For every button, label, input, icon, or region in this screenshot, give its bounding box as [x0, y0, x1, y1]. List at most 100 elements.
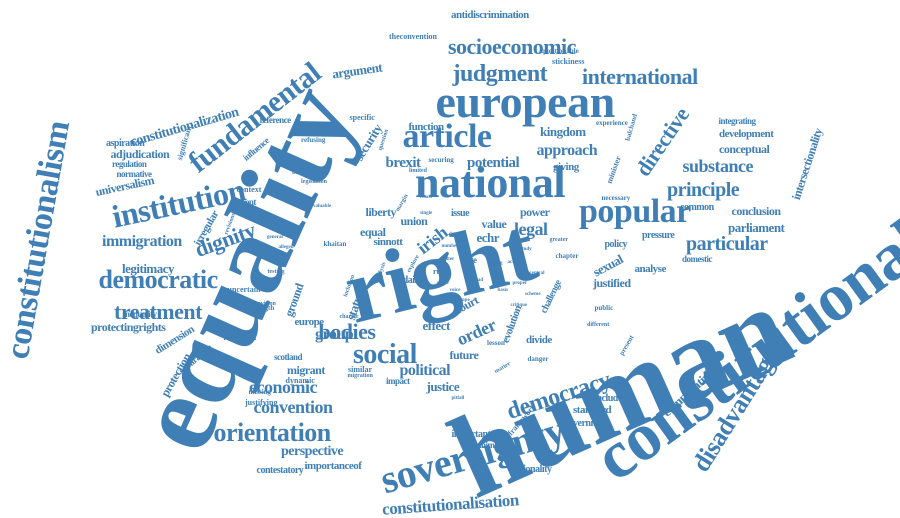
cloud-word-argument: argument [331, 59, 383, 81]
cloud-word-study: study [520, 246, 532, 252]
cloud-word-giving: giving [553, 160, 579, 173]
cloud-word-voice: voice [449, 287, 461, 293]
cloud-word-conclusion: conclusion [731, 204, 782, 218]
cloud-word-provision: provision [252, 301, 276, 307]
cloud-word-necessary: necessary [601, 193, 631, 202]
cloud-word-perspective: perspective [281, 444, 344, 459]
cloud-word-central: central [529, 270, 545, 276]
cloud-word-function: function [408, 120, 445, 133]
cloud-word-theconvention: theconvention [389, 32, 437, 41]
cloud-word-scotland: scotland [274, 351, 303, 362]
cloud-word-integrating: integrating [718, 115, 757, 126]
cloud-word-different: different [587, 322, 610, 328]
cloud-word-charter: charter [339, 314, 359, 320]
cloud-word-bodies: bodies [318, 319, 376, 344]
cloud-word-uncertain: uncertain [227, 285, 261, 294]
cloud-word-immigration: immigration [102, 233, 182, 250]
cloud-word-greater: greater [549, 237, 569, 243]
cloud-word-reference: reference [259, 114, 292, 125]
cloud-word-political: political [399, 362, 451, 379]
cloud-word-development: development [719, 127, 774, 140]
cloud-word-analyse: analyse [634, 262, 667, 275]
cloud-word-substance: substance [682, 156, 754, 176]
cloud-word-equal: equal [360, 225, 386, 239]
cloud-word-missing: missing [248, 387, 272, 396]
cloud-word-potential: potential [467, 154, 520, 171]
cloud-word-reach: reach [420, 194, 432, 200]
cloud-word-danger: danger [527, 354, 549, 363]
cloud-word-justified: justified [593, 276, 631, 290]
cloud-word-case: case [428, 294, 444, 305]
cloud-word-contestatory: contestatory [256, 465, 304, 476]
cloud-word-importanceof: importanceof [304, 459, 362, 472]
cloud-word-value: value [481, 217, 507, 231]
cloud-word-khaitan: khaitan [323, 239, 347, 248]
cloud-word-government: government [564, 418, 611, 429]
cloud-word-sinnott: sinnott [373, 235, 403, 248]
cloud-word-parliament: parliament [728, 219, 785, 235]
cloud-word-alleged: alleged [278, 244, 294, 250]
cloud-word-common: common [680, 202, 714, 213]
cloud-word-particular: particular [686, 233, 768, 255]
cloud-word-challenge: challenge [538, 278, 565, 316]
cloud-word-legitimacy: legitimacy [122, 260, 175, 276]
cloud-word-critique: critique [510, 302, 528, 308]
cloud-word-number: number [441, 243, 459, 249]
cloud-word-basis: basis [497, 287, 509, 293]
cloud-word-constitutionalism: constitutionalism [0, 118, 77, 362]
cloud-word-article: article [402, 118, 493, 155]
cloud-word-liberty: liberty [365, 205, 397, 219]
cloud-word-domestic: domestic [682, 253, 713, 264]
cloud-word-future: future [449, 348, 479, 362]
cloud-word-socioeconomic: socioeconomic [448, 34, 576, 59]
cloud-word-lesson: lesson [487, 338, 505, 347]
cloud-word-questionable: questionable [541, 46, 579, 55]
cloud-word-margin: margin [394, 193, 410, 213]
cloud-word-action: action [507, 259, 521, 265]
cloud-word-scope: scope [458, 297, 470, 303]
cloud-word-minimum: minimum [472, 439, 507, 450]
cloud-word-effect: effect [422, 317, 451, 333]
cloud-word-social: social [353, 339, 417, 370]
cloud-word-chapter: chapter [555, 251, 579, 260]
cloud-word-treatment: treatment [114, 299, 202, 324]
cloud-word-divide: divide [526, 333, 552, 346]
cloud-word-bridging: bridging [292, 167, 318, 176]
cloud-word-balchand: balchand [623, 112, 639, 142]
cloud-word-migrant: migrant [287, 363, 325, 377]
cloud-word-specific: specific [349, 113, 375, 122]
cloud-word-antidiscrimination: antidiscrimination [451, 8, 529, 21]
cloud-word-regulation: regulation [112, 158, 147, 169]
cloud-word-kingdom: kingdom [540, 123, 586, 139]
cloud-word-testing: testing [267, 269, 285, 275]
cloud-word-intersectionality: intersectionality [788, 126, 826, 202]
cloud-word-general: general [267, 234, 283, 240]
cloud-word-international: international [582, 64, 698, 89]
cloud-word-scheme: scheme [525, 291, 541, 297]
cloud-word-union: union [400, 214, 428, 228]
cloud-word-policy: policy [604, 239, 628, 250]
cloud-word-impact: impact [386, 375, 410, 386]
cloud-word-protectingrights: protectingrights [91, 320, 166, 334]
cloud-word-europe: europe [294, 315, 325, 328]
cloud-word-public: public [594, 303, 614, 312]
cloud-word-state: state [461, 254, 477, 265]
cloud-word-refusing: refusing [301, 135, 326, 144]
cloud-word-national: national [415, 158, 566, 207]
cloud-word-limited: limited [409, 168, 427, 174]
cloud-word-aspiration: aspiration [106, 138, 145, 149]
cloud-word-legislation: legislation [301, 179, 328, 185]
cloud-word-detail: detail [449, 231, 461, 237]
cloud-word-judgment: judgment [452, 61, 548, 87]
cloud-word-broad: broad [470, 277, 484, 283]
cloud-word-rationality: rationality [512, 464, 552, 475]
cloud-word-strong: strong [489, 260, 503, 266]
cloud-word-securing: securing [428, 155, 454, 164]
cloud-word-brexit: brexit [385, 154, 422, 171]
cloud-word-standard: standard [573, 403, 612, 416]
cloud-word-justifying: justifying [245, 398, 278, 407]
cloud-word-legal: legal [514, 219, 548, 239]
cloud-word-pressure: pressure [642, 230, 675, 241]
cloud-word-strength: strength [249, 303, 275, 312]
